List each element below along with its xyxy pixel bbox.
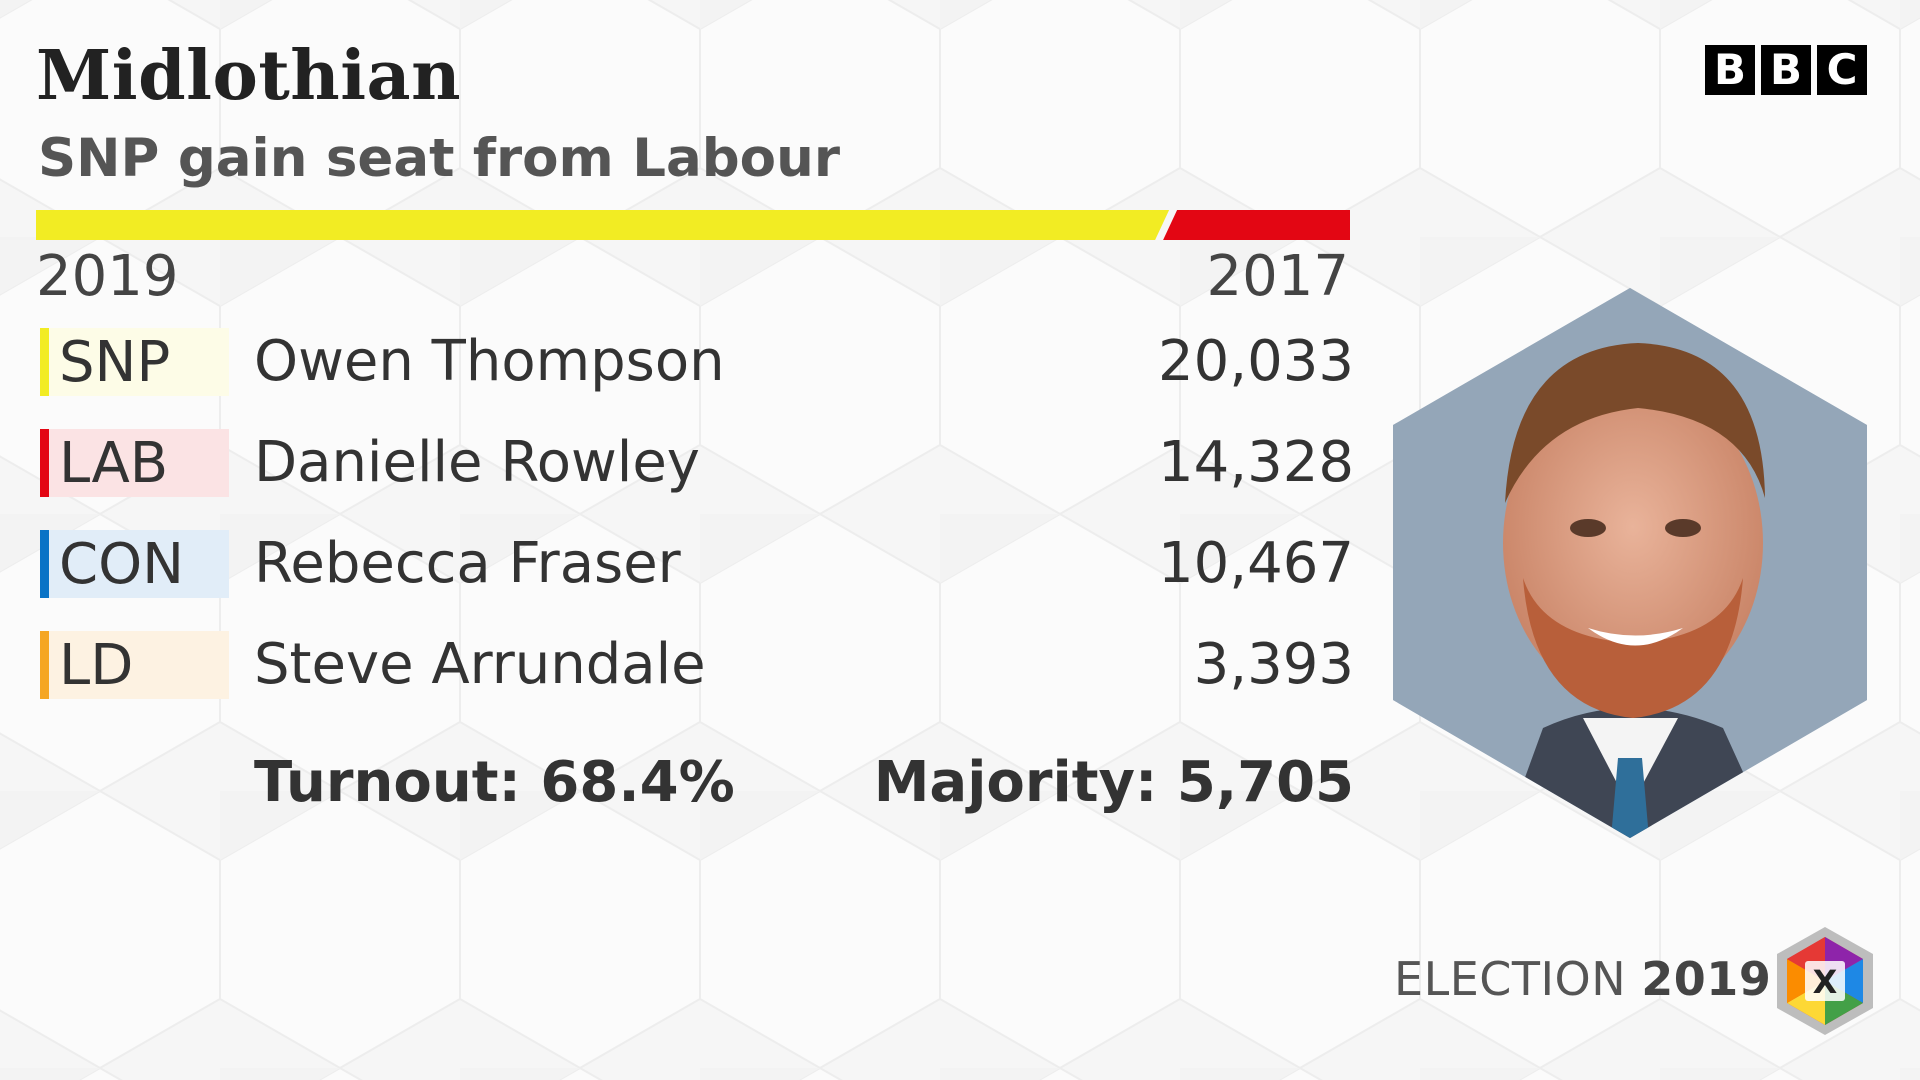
- party-color-stripe: [40, 328, 49, 396]
- bar-previous-party: [1163, 210, 1350, 240]
- constituency-title: Midlothian: [36, 36, 462, 116]
- party-color-stripe: [40, 631, 49, 699]
- table-row: CON Rebecca Fraser 10,467: [40, 530, 1354, 598]
- election-branding-text: ELECTION 2019: [1394, 952, 1771, 1006]
- results-table: SNP Owen Thompson 20,033 LAB Danielle Ro…: [40, 328, 1354, 732]
- turnout-stat: Turnout: 68.4%: [254, 750, 735, 815]
- candidate-name: Owen Thompson: [254, 329, 725, 394]
- party-abbreviation: SNP: [59, 329, 171, 395]
- party-badge: CON: [40, 530, 229, 598]
- candidate-name: Steve Arrundale: [254, 632, 706, 697]
- bbc-logo: B B C: [1705, 45, 1867, 95]
- vote-count: 14,328: [1158, 430, 1354, 495]
- vote-count: 10,467: [1158, 531, 1354, 596]
- table-row: LD Steve Arrundale 3,393: [40, 631, 1354, 699]
- election-year: 2019: [1641, 952, 1772, 1006]
- bar-current-party: [36, 210, 1170, 240]
- table-row: LAB Danielle Rowley 14,328: [40, 429, 1354, 497]
- current-election-year: 2019: [36, 244, 179, 309]
- party-abbreviation: LD: [59, 632, 134, 698]
- seat-comparison-bar: [36, 210, 1350, 240]
- candidate-portrait-icon: [1393, 288, 1867, 838]
- candidate-name: Rebecca Fraser: [254, 531, 681, 596]
- previous-election-year: 2017: [1206, 244, 1349, 309]
- bbc-logo-letter: B: [1761, 45, 1811, 95]
- bbc-logo-letter: C: [1817, 45, 1867, 95]
- bbc-logo-letter: B: [1705, 45, 1755, 95]
- table-row: SNP Owen Thompson 20,033: [40, 328, 1354, 396]
- result-subtitle: SNP gain seat from Labour: [38, 128, 840, 189]
- candidate-name: Danielle Rowley: [254, 430, 700, 495]
- party-badge: LAB: [40, 429, 229, 497]
- party-abbreviation: LAB: [59, 430, 169, 496]
- party-badge: LD: [40, 631, 229, 699]
- vote-count: 20,033: [1158, 329, 1354, 394]
- vote-count: 3,393: [1193, 632, 1354, 697]
- party-badge: SNP: [40, 328, 229, 396]
- majority-stat: Majority: 5,705: [873, 750, 1354, 815]
- party-abbreviation: CON: [59, 531, 185, 597]
- election-logo-mark: X: [1813, 963, 1838, 1001]
- party-color-stripe: [40, 429, 49, 497]
- election-ballot-cross-icon: X: [1777, 927, 1873, 1035]
- party-color-stripe: [40, 530, 49, 598]
- election-word: ELECTION: [1394, 952, 1627, 1006]
